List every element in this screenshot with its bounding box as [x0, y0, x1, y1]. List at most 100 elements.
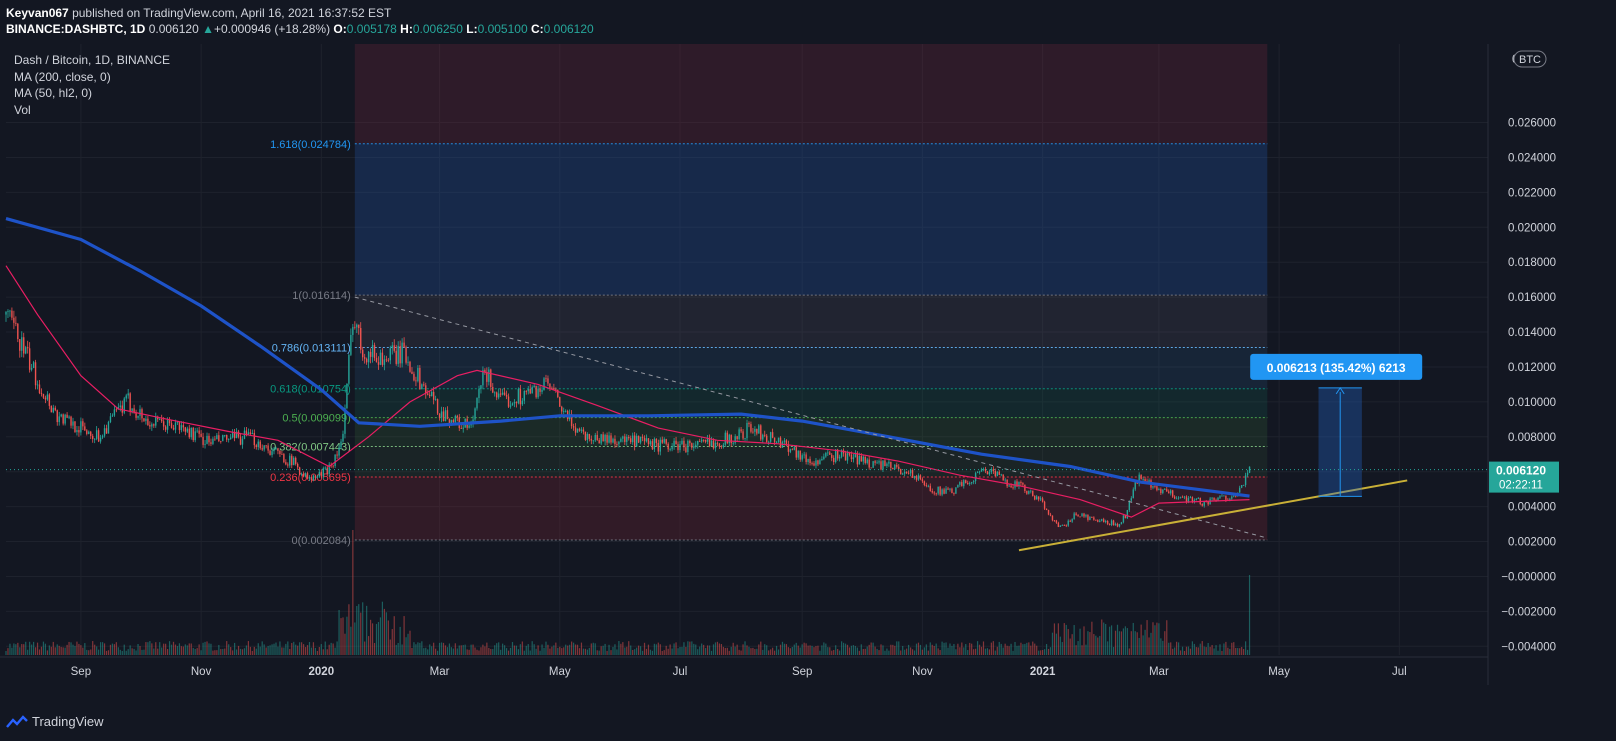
volume-bar	[864, 648, 866, 655]
legend-volume[interactable]: Vol	[14, 102, 31, 117]
volume-bar	[803, 642, 805, 655]
price-chart[interactable]: 1.618(0.024784) 1(0.016114) 0.786(0.013111…	[0, 44, 1616, 694]
candle-body	[395, 350, 397, 364]
volume-bar	[1112, 646, 1115, 655]
legend-ma200[interactable]: MA (200, close, 0)	[14, 69, 111, 84]
candle-body	[50, 405, 53, 413]
legend-title[interactable]: Dash / Bitcoin, 1D, BINANCE	[14, 53, 171, 67]
candle-body	[340, 441, 342, 448]
volume-bar	[170, 644, 173, 655]
volume-bar	[1160, 638, 1162, 655]
volume-bar	[975, 648, 977, 655]
measure-label: 0.006213 (135.42%) 6213	[1267, 361, 1406, 375]
candle-body	[931, 491, 933, 493]
volume-bar	[285, 643, 287, 655]
volume-bar	[917, 642, 920, 655]
volume-bar	[754, 649, 756, 655]
candle-body	[1016, 481, 1018, 487]
candle-body	[281, 453, 283, 455]
candle-body	[949, 488, 951, 490]
y-tick-label: 0.004000	[1508, 502, 1556, 514]
volume-bar	[1244, 641, 1247, 655]
candle-body	[933, 492, 935, 494]
candle-body	[1201, 503, 1203, 506]
candle-body	[450, 420, 453, 425]
candle-body	[1012, 487, 1014, 489]
volume-bar	[295, 644, 297, 655]
candle-body	[277, 448, 279, 451]
volume-bar	[371, 623, 374, 655]
candle-body	[413, 373, 415, 381]
volume-bar	[998, 641, 1000, 655]
volume-bar	[239, 648, 242, 655]
candle-body	[360, 328, 362, 350]
candle-body	[269, 450, 271, 455]
legend-ma50[interactable]: MA (50, hl2, 0)	[14, 86, 93, 100]
volume-bar	[994, 650, 996, 655]
volume-bar	[870, 642, 872, 655]
volume-bar	[1061, 642, 1063, 655]
volume-bar	[1081, 645, 1083, 655]
volume-bar	[427, 649, 429, 655]
volume-bar	[937, 648, 939, 655]
candle-body	[509, 405, 512, 407]
volume-bar	[860, 644, 862, 655]
candle-body	[474, 408, 476, 420]
candle-body	[1229, 498, 1231, 500]
volume-bar	[174, 644, 177, 655]
candle-body	[1063, 524, 1065, 526]
candle-body	[371, 345, 374, 357]
volume-bar	[588, 647, 590, 655]
volume-bar	[1219, 644, 1221, 655]
candle-body	[434, 399, 437, 400]
candle-body	[689, 440, 691, 444]
candle-body	[1191, 497, 1194, 502]
candle-body	[1231, 496, 1233, 499]
candle-body	[734, 436, 736, 443]
candle-body	[492, 386, 494, 393]
candle-body	[115, 409, 118, 411]
volume-bar	[835, 645, 837, 655]
candle-body	[909, 469, 912, 474]
tradingview-logo[interactable]: TradingView	[6, 714, 104, 729]
volume-bar	[1059, 636, 1061, 655]
candle-body	[1140, 474, 1142, 480]
volume-bar	[1063, 623, 1065, 655]
candle-body	[766, 435, 768, 442]
volume-bar	[1079, 628, 1081, 655]
candle-body	[900, 469, 902, 475]
candle-body	[421, 384, 423, 390]
candle-body	[1246, 472, 1249, 476]
volume-bar	[60, 646, 62, 655]
candle-body	[1219, 496, 1221, 498]
candle-body	[324, 467, 326, 469]
volume-bar	[866, 646, 868, 655]
candle-body	[9, 310, 11, 312]
author-name[interactable]: Keyvan067	[6, 6, 69, 20]
volume-bar	[1203, 646, 1205, 655]
volume-bar	[1099, 635, 1101, 655]
volume-bar	[569, 644, 571, 655]
candle-body	[905, 471, 908, 473]
candle-body	[1087, 515, 1089, 520]
volume-bar	[563, 647, 565, 655]
candle-body	[251, 432, 254, 435]
candle-body	[1238, 487, 1241, 493]
candle-body	[446, 410, 449, 419]
candle-body	[430, 391, 433, 397]
candle-body	[803, 454, 805, 456]
volume-bar	[756, 648, 758, 655]
candle-body	[279, 450, 281, 454]
candle-body	[742, 431, 744, 439]
candle-body	[854, 452, 857, 458]
candle-body	[316, 476, 319, 478]
volume-bar	[872, 642, 874, 655]
volume-bar	[523, 650, 525, 655]
volume-bar	[543, 647, 545, 655]
candle-body	[799, 450, 801, 460]
volume-bar	[638, 645, 640, 655]
volume-bar	[235, 649, 238, 655]
candle-body	[362, 349, 364, 358]
fib-band	[354, 388, 1268, 418]
volume-bar	[168, 641, 171, 655]
